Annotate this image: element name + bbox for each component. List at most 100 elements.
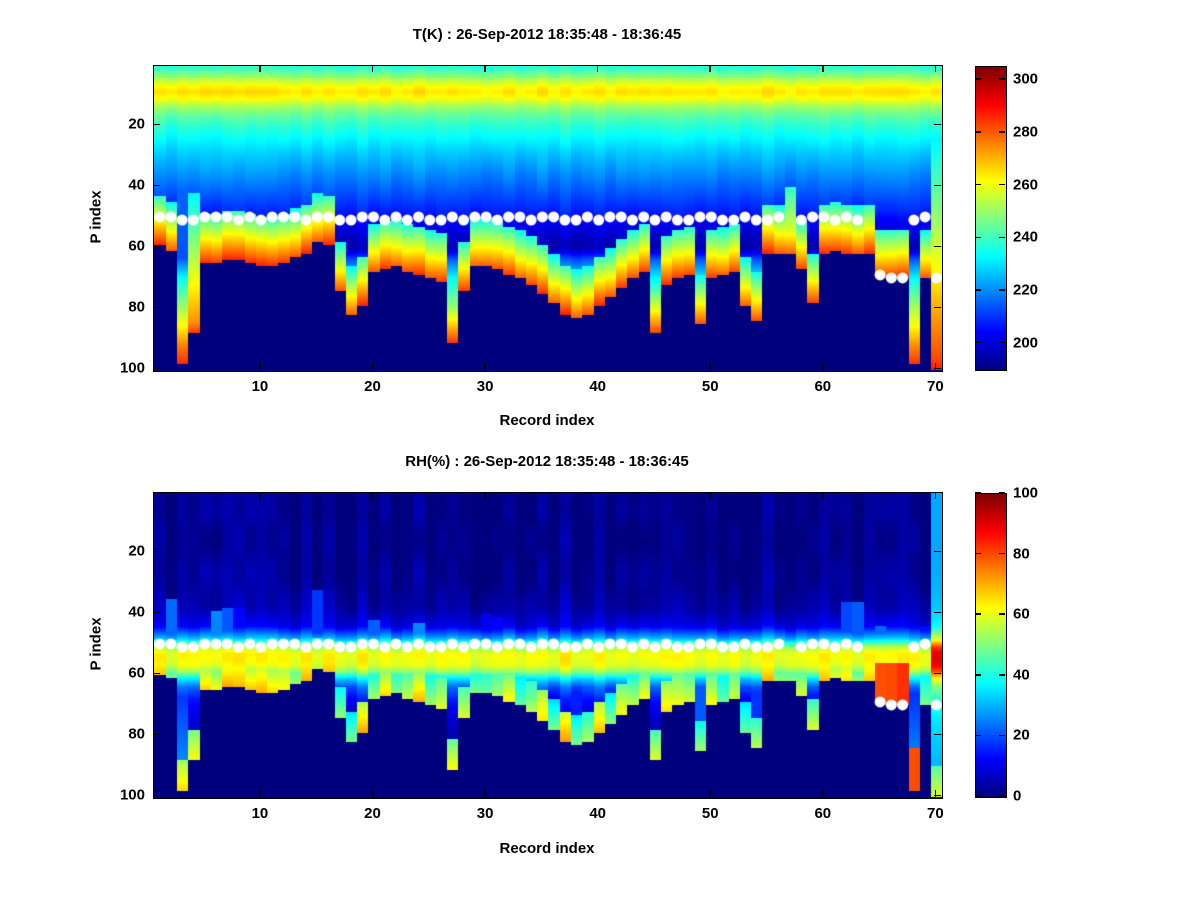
humidity-colorbar	[975, 493, 1007, 798]
ytick-mark	[934, 123, 941, 126]
temperature-xaxis-label: Record index	[499, 412, 595, 429]
colorbar-tick-mark	[975, 78, 981, 80]
xtick-mark	[259, 790, 261, 797]
xtick-label: 20	[364, 378, 381, 395]
temperature-colorbar-canvas	[976, 67, 1006, 370]
xtick-label: 50	[701, 378, 719, 395]
colorbar-tick-mark	[975, 552, 981, 555]
xtick-mark	[484, 492, 486, 499]
xtick-mark	[596, 363, 599, 370]
xtick-mark	[709, 363, 711, 370]
ytick-mark	[934, 672, 941, 675]
colorbar-tick-mark	[975, 674, 981, 676]
colorbar-tick-mark	[975, 183, 981, 186]
ytick-label: 20	[128, 115, 145, 133]
colorbar-tick-mark	[999, 674, 1005, 676]
ytick-mark	[153, 123, 160, 126]
humidity-yaxis-label: P index	[87, 617, 105, 671]
xtick-mark	[822, 492, 824, 499]
ytick-label: 20	[128, 542, 145, 560]
temperature-colorbar	[975, 66, 1007, 371]
xtick-label: 70	[927, 378, 944, 395]
ytick-mark	[153, 367, 160, 370]
xtick-label: 40	[589, 805, 606, 822]
ytick-mark	[934, 794, 941, 797]
ytick-label: 60	[128, 664, 145, 682]
xtick-mark	[484, 363, 486, 370]
xtick-mark	[259, 492, 261, 499]
colorbar-tick-label: 300	[1013, 70, 1039, 88]
temperature-plot-title: T(K) : 26-Sep-2012 18:35:48 - 18:36:45	[412, 26, 682, 43]
xtick-mark	[371, 65, 374, 72]
ytick-mark	[934, 245, 941, 248]
ytick-mark	[934, 367, 941, 370]
colorbar-tick-mark	[975, 289, 981, 291]
ytick-mark	[153, 794, 160, 797]
humidity-xaxis-label: Record index	[499, 840, 595, 857]
xtick-label: 10	[251, 378, 269, 395]
colorbar-tick-label: 40	[1013, 666, 1030, 684]
colorbar-tick-label: 240	[1013, 228, 1039, 246]
colorbar-tick-label: 80	[1013, 545, 1030, 563]
xtick-mark	[596, 492, 599, 499]
ytick-label: 80	[128, 725, 145, 743]
xtick-mark	[709, 65, 711, 72]
humidity-heatmap-canvas	[154, 493, 942, 798]
ytick-mark	[934, 306, 941, 309]
ytick-mark	[153, 306, 160, 309]
ytick-mark	[153, 733, 160, 736]
xtick-mark	[709, 492, 711, 499]
colorbar-tick-mark	[975, 341, 981, 344]
colorbar-tick-mark	[999, 341, 1005, 344]
colorbar-tick-mark	[999, 734, 1005, 737]
subplot-relative-humidity: RH(%) : 26-Sep-2012 18:35:48 - 18:36:45 …	[0, 450, 1200, 900]
colorbar-tick-label: 220	[1013, 281, 1039, 299]
xtick-label: 40	[589, 378, 606, 395]
colorbar-tick-mark	[975, 492, 981, 494]
xtick-label: 30	[476, 805, 494, 822]
xtick-mark	[259, 65, 261, 72]
temperature-yaxis-label: P index	[87, 190, 105, 244]
colorbar-tick-mark	[999, 183, 1005, 186]
xtick-mark	[596, 65, 599, 72]
xtick-mark	[934, 492, 937, 499]
ytick-mark	[934, 611, 941, 614]
xtick-mark	[259, 363, 261, 370]
xtick-mark	[934, 790, 937, 797]
colorbar-tick-mark	[999, 552, 1005, 555]
xtick-mark	[822, 363, 824, 370]
colorbar-tick-mark	[999, 613, 1005, 615]
ytick-label: 40	[128, 603, 145, 621]
ytick-label: 60	[128, 237, 145, 255]
ytick-mark	[153, 184, 160, 187]
ytick-label: 100	[119, 786, 145, 804]
colorbar-tick-mark	[999, 236, 1005, 238]
xtick-mark	[596, 790, 599, 797]
xtick-mark	[371, 790, 374, 797]
humidity-colorbar-canvas	[976, 494, 1006, 797]
ytick-mark	[934, 550, 941, 553]
humidity-plot-title: RH(%) : 26-Sep-2012 18:35:48 - 18:36:45	[405, 453, 689, 470]
xtick-label: 60	[814, 805, 832, 822]
xtick-mark	[371, 363, 374, 370]
colorbar-tick-mark	[975, 795, 981, 797]
xtick-label: 20	[364, 805, 381, 822]
xtick-label: 60	[814, 378, 832, 395]
xtick-mark	[484, 65, 486, 72]
colorbar-tick-mark	[975, 613, 981, 615]
ytick-mark	[153, 550, 160, 553]
colorbar-tick-label: 200	[1013, 334, 1039, 352]
xtick-mark	[822, 65, 824, 72]
colorbar-tick-mark	[975, 131, 981, 133]
colorbar-tick-mark	[975, 236, 981, 238]
xtick-mark	[371, 492, 374, 499]
xtick-mark	[934, 65, 937, 72]
colorbar-tick-label: 60	[1013, 605, 1030, 623]
xtick-mark	[934, 363, 937, 370]
colorbar-tick-label: 260	[1013, 176, 1039, 194]
colorbar-tick-mark	[999, 289, 1005, 291]
temperature-heatmap-canvas	[154, 66, 942, 371]
xtick-label: 30	[476, 378, 494, 395]
temperature-axes	[153, 65, 943, 372]
